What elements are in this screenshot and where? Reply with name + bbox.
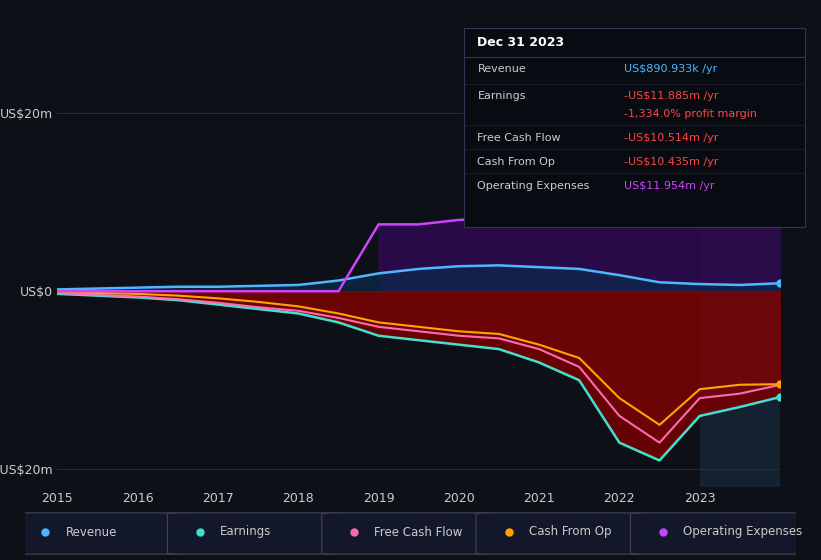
- Text: Free Cash Flow: Free Cash Flow: [478, 133, 561, 143]
- FancyBboxPatch shape: [13, 513, 186, 554]
- Text: Dec 31 2023: Dec 31 2023: [478, 36, 565, 49]
- Text: Operating Expenses: Operating Expenses: [478, 181, 589, 191]
- Text: Revenue: Revenue: [478, 64, 526, 74]
- Text: Revenue: Revenue: [66, 525, 117, 539]
- Text: -US$10.514m /yr: -US$10.514m /yr: [624, 133, 718, 143]
- Text: -1,334.0% profit margin: -1,334.0% profit margin: [624, 109, 757, 119]
- Bar: [699, 95, 780, 487]
- Text: US$11.954m /yr: US$11.954m /yr: [624, 181, 714, 191]
- FancyBboxPatch shape: [167, 513, 340, 554]
- FancyBboxPatch shape: [322, 513, 494, 554]
- Text: Cash From Op: Cash From Op: [529, 525, 611, 539]
- Text: US$890.933k /yr: US$890.933k /yr: [624, 64, 718, 74]
- FancyBboxPatch shape: [631, 513, 803, 554]
- Text: Free Cash Flow: Free Cash Flow: [374, 525, 462, 539]
- Text: -US$10.435m /yr: -US$10.435m /yr: [624, 157, 718, 167]
- Text: Earnings: Earnings: [220, 525, 271, 539]
- Text: Cash From Op: Cash From Op: [478, 157, 555, 167]
- Text: Operating Expenses: Operating Expenses: [683, 525, 802, 539]
- FancyBboxPatch shape: [476, 513, 649, 554]
- Text: Earnings: Earnings: [478, 91, 526, 101]
- Text: -US$11.885m /yr: -US$11.885m /yr: [624, 91, 718, 101]
